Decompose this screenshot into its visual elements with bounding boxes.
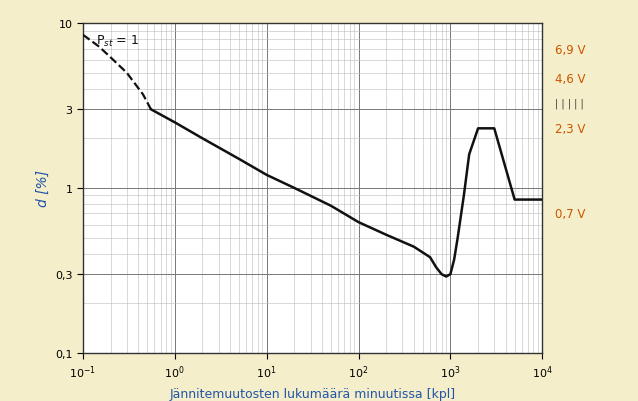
Y-axis label: d [%]: d [%]	[36, 170, 50, 207]
Text: 6,9 V: 6,9 V	[555, 44, 586, 57]
Text: 0,7 V: 0,7 V	[555, 207, 586, 221]
Text: 4,6 V: 4,6 V	[555, 73, 586, 86]
Text: P$_{st}$ = 1: P$_{st}$ = 1	[96, 34, 140, 49]
Text: | | | | |: | | | | |	[555, 98, 584, 108]
Text: 2,3 V: 2,3 V	[555, 123, 586, 136]
X-axis label: Jännitemuutosten lukumäärä minuutissa [kpl]: Jännitemuutosten lukumäärä minuutissa [k…	[170, 387, 456, 400]
